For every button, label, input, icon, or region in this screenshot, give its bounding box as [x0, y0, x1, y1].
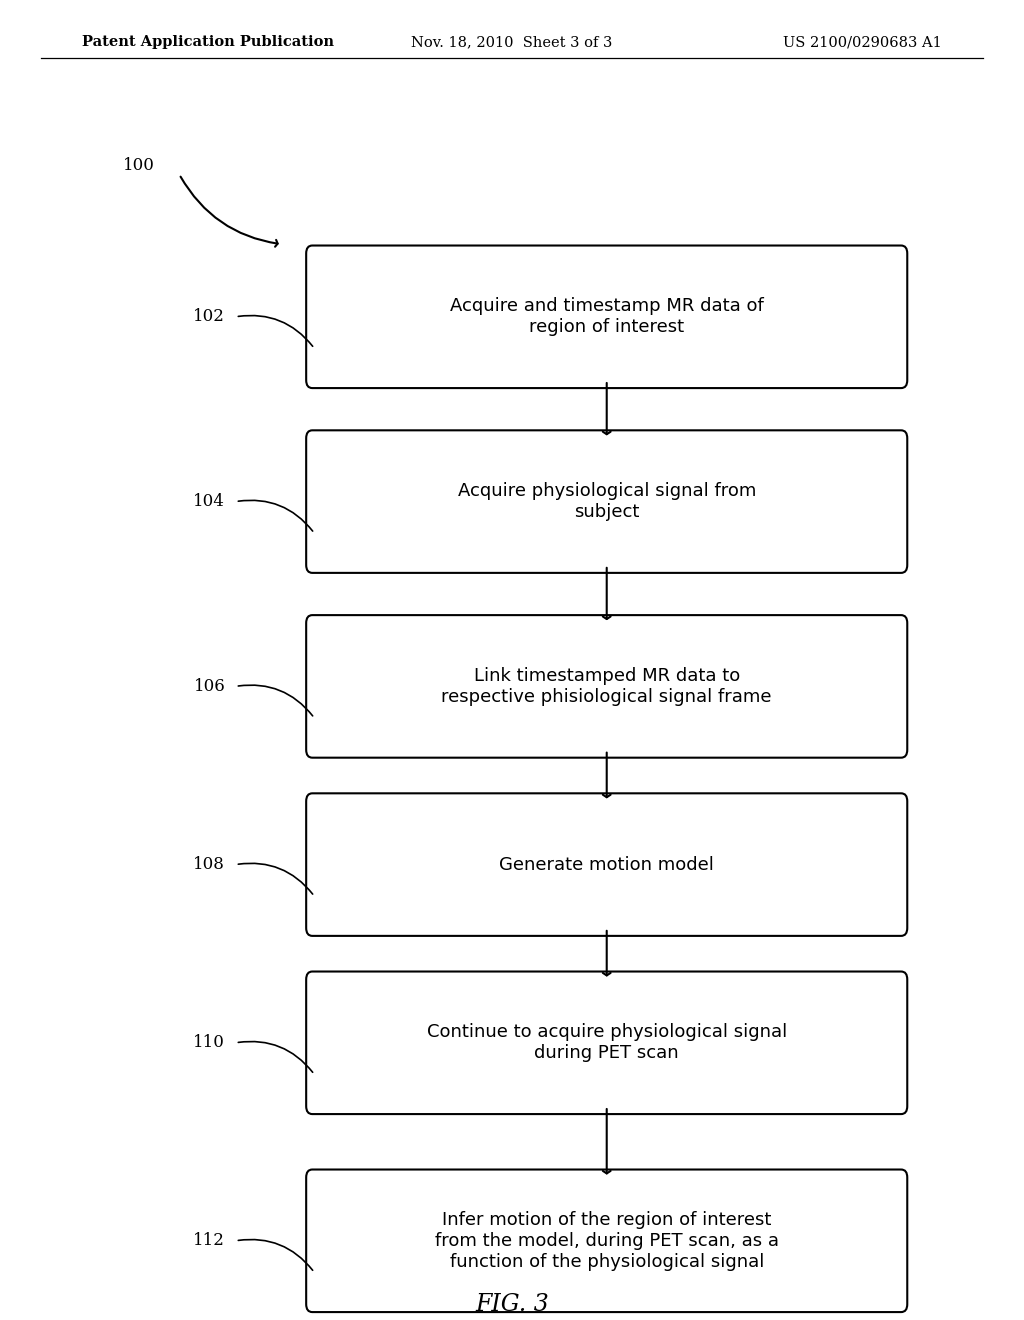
Text: 108: 108: [194, 857, 225, 873]
Text: 102: 102: [194, 309, 225, 325]
Text: 104: 104: [194, 494, 225, 510]
Text: Generate motion model: Generate motion model: [500, 855, 714, 874]
Text: 112: 112: [194, 1233, 225, 1249]
Text: Continue to acquire physiological signal
during PET scan: Continue to acquire physiological signal…: [427, 1023, 786, 1063]
Text: Link timestamped MR data to
respective phisiological signal frame: Link timestamped MR data to respective p…: [441, 667, 772, 706]
Text: 100: 100: [123, 157, 155, 173]
FancyBboxPatch shape: [306, 430, 907, 573]
FancyBboxPatch shape: [306, 1170, 907, 1312]
Text: Patent Application Publication: Patent Application Publication: [82, 36, 334, 49]
Text: FIG. 3: FIG. 3: [475, 1292, 549, 1316]
Text: 110: 110: [194, 1035, 225, 1051]
FancyBboxPatch shape: [306, 246, 907, 388]
FancyBboxPatch shape: [306, 793, 907, 936]
Text: Acquire and timestamp MR data of
region of interest: Acquire and timestamp MR data of region …: [450, 297, 764, 337]
Text: Acquire physiological signal from
subject: Acquire physiological signal from subjec…: [458, 482, 756, 521]
Text: Infer motion of the region of interest
from the model, during PET scan, as a
fun: Infer motion of the region of interest f…: [435, 1210, 778, 1271]
Text: 106: 106: [194, 678, 225, 694]
FancyBboxPatch shape: [306, 615, 907, 758]
FancyBboxPatch shape: [306, 972, 907, 1114]
Text: US 2100/0290683 A1: US 2100/0290683 A1: [783, 36, 942, 49]
Text: Nov. 18, 2010  Sheet 3 of 3: Nov. 18, 2010 Sheet 3 of 3: [412, 36, 612, 49]
